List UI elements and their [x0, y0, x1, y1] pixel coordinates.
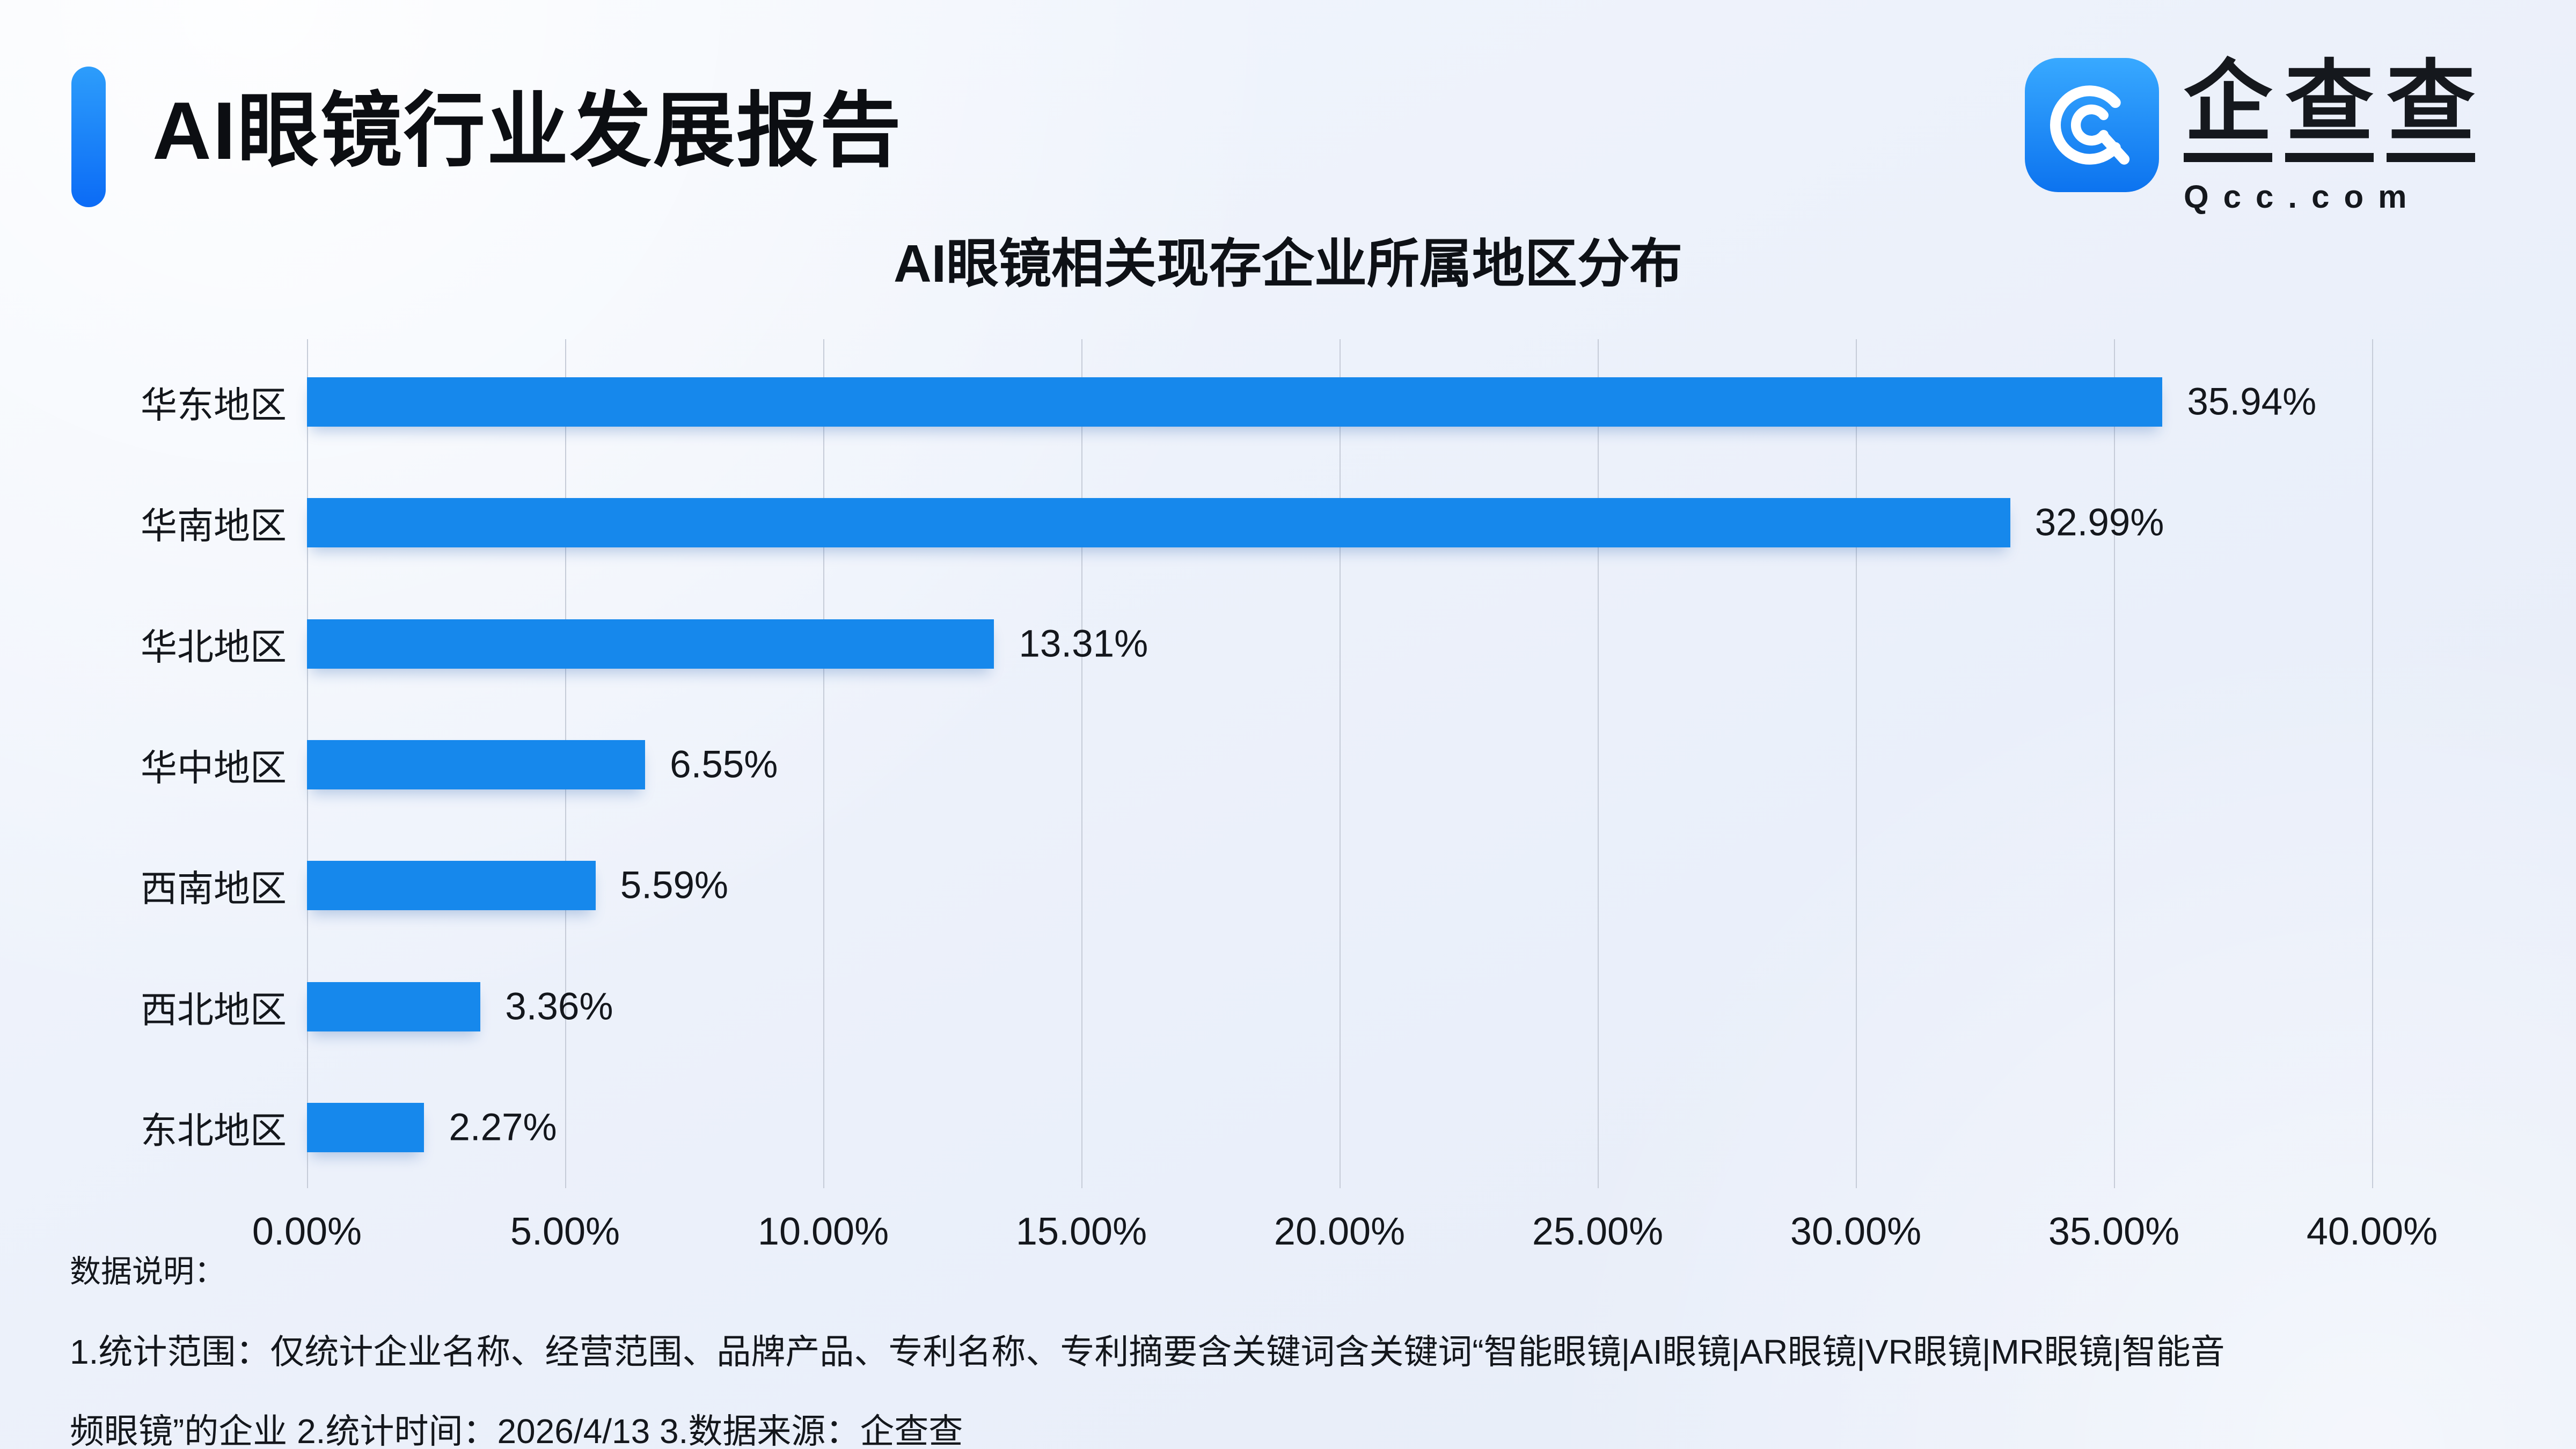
category-label: 东北地区	[140, 1110, 287, 1152]
bar	[307, 619, 994, 669]
x-tick: 5.00%	[510, 1210, 620, 1253]
gridline	[1856, 339, 1857, 1188]
bar	[307, 740, 646, 789]
bar-row: 西北地区 3.36%	[141, 946, 2372, 1067]
value-label: 3.36%	[505, 985, 613, 1028]
value-label: 13.31%	[1019, 623, 1148, 665]
report-title: AI眼镜行业发展报告	[152, 85, 903, 177]
gridline	[1598, 339, 1599, 1188]
value-label: 32.99%	[2035, 501, 2164, 544]
category-label: 西南地区	[140, 868, 287, 910]
x-tick: 10.00%	[757, 1210, 889, 1253]
x-tick: 15.00%	[1015, 1210, 1147, 1253]
footnote: 数据说明： 1.统计范围：仅统计企业名称、经营范围、品牌产品、专利名称、专利摘要…	[70, 1246, 2512, 1449]
bar	[307, 377, 2163, 427]
bar-row: 华南地区 32.99%	[141, 462, 2372, 583]
brand-char: 查	[2387, 58, 2475, 162]
bar-row: 东北地区 2.27%	[141, 1067, 2372, 1188]
bar-row: 华北地区 13.31%	[141, 583, 2372, 704]
x-tick: 0.00%	[252, 1210, 362, 1253]
qcc-spiral-q-icon	[2025, 58, 2159, 192]
gridline	[1340, 339, 1341, 1188]
brand-char: 查	[2285, 58, 2374, 162]
footnote-label: 数据说明：	[70, 1254, 226, 1289]
x-tick: 40.00%	[2306, 1210, 2438, 1253]
brand-name: 企查查	[2184, 58, 2475, 162]
x-tick: 35.00%	[2048, 1210, 2180, 1253]
category-label: 华北地区	[140, 627, 287, 668]
category-label: 华中地区	[140, 748, 287, 789]
qcc-logo: 企查查 Qcc.com	[2025, 58, 2475, 215]
plot-area: 华东地区 35.94% 华南地区 32.99% 华北地区 13.31% 华中地区 6.55% 西…	[141, 339, 2373, 1188]
logo-text: 企查查 Qcc.com	[2184, 58, 2475, 215]
bar	[307, 982, 481, 1031]
brand-char: 企	[2184, 58, 2272, 162]
value-label: 2.27%	[449, 1106, 557, 1149]
brand-domain: Qcc.com	[2184, 179, 2421, 215]
bar-row: 华中地区 6.55%	[141, 704, 2372, 825]
x-tick: 30.00%	[1790, 1210, 1922, 1253]
bar	[307, 1103, 425, 1153]
bar	[307, 861, 596, 911]
gridline	[2372, 339, 2373, 1188]
bar-row: 华东地区 35.94%	[141, 341, 2372, 462]
title-accent-bar	[71, 67, 106, 207]
category-label: 华南地区	[140, 506, 287, 547]
bar-row: 西南地区 5.59%	[141, 825, 2372, 946]
category-label: 华东地区	[140, 385, 287, 426]
gridline	[2114, 339, 2115, 1188]
category-label: 西北地区	[140, 990, 287, 1031]
x-tick: 25.00%	[1532, 1210, 1664, 1253]
gridline	[1081, 339, 1082, 1188]
value-label: 5.59%	[620, 864, 729, 907]
value-label: 6.55%	[670, 743, 778, 786]
value-label: 35.94%	[2187, 380, 2317, 423]
x-axis: 0.00% 5.00% 10.00% 15.00% 20.00% 25.00% 30.00%…	[252, 1210, 2438, 1263]
footnote-line-1: 1.统计范围：仅统计企业名称、经营范围、品牌产品、专利名称、专利摘要含关键词含关…	[70, 1333, 2225, 1371]
bar	[307, 498, 2010, 548]
gridline	[823, 339, 824, 1188]
chart-title: AI眼镜相关现存企业所属地区分布	[893, 234, 1682, 293]
footnote-line-2: 频眼镜”的企业 2.统计时间：2026/4/13 3.数据来源：企查查	[70, 1412, 963, 1449]
x-tick: 20.00%	[1274, 1210, 1406, 1253]
